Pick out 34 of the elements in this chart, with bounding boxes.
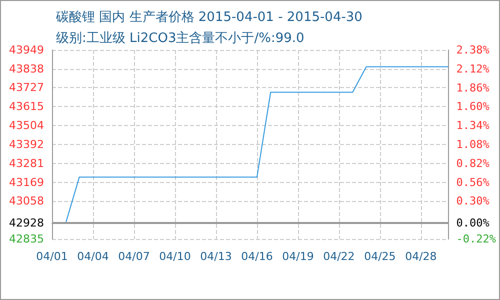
- y-tick-label: 43169: [9, 176, 44, 189]
- y2-tick-label: 1.34%: [456, 119, 490, 132]
- x-tick-label: 04/07: [118, 250, 150, 263]
- y-tick-label: 43727: [9, 81, 44, 94]
- x-tick-label: 04/16: [241, 250, 273, 263]
- y2-tick-label: 1.60%: [456, 100, 490, 114]
- y-tick-label: 42835: [9, 232, 44, 246]
- x-tick-label: 04/04: [77, 250, 109, 263]
- y-tick-label: 42928: [9, 216, 44, 230]
- x-tick-label: 04/13: [200, 250, 232, 263]
- x-tick-label: 04/22: [323, 250, 355, 263]
- y2-tick-label: 1.08%: [456, 138, 490, 151]
- y2-tick-label: 2.12%: [456, 62, 490, 76]
- y-tick-label: 43949: [9, 44, 44, 56]
- x-tick-label: 04/19: [282, 250, 314, 263]
- x-tick-label: 04/28: [405, 250, 437, 263]
- x-tick-label: 04/01: [36, 250, 68, 263]
- y-tick-label: 43838: [9, 62, 44, 76]
- y2-tick-label: 0.82%: [456, 156, 490, 170]
- y2-tick-label: 1.86%: [456, 81, 490, 94]
- y2-tick-label: -0.22%: [456, 232, 496, 246]
- y2-tick-label: 0.00%: [456, 216, 490, 230]
- chart-subtitle: 级别:工业级 Li2CO3主含量不小于/%:99.0: [56, 30, 304, 46]
- x-tick-label: 04/10: [159, 250, 191, 263]
- y-tick-label: 43281: [9, 156, 44, 170]
- chart-title: 碳酸锂 国内 生产者价格 2015-04-01 - 2015-04-30: [55, 10, 362, 25]
- y-tick-label: 43615: [9, 100, 44, 114]
- x-tick-label: 04/25: [364, 250, 396, 263]
- y-tick-label: 43504: [9, 119, 44, 132]
- y-tick-label: 43392: [9, 138, 44, 151]
- y2-tick-label: 0.56%: [456, 176, 490, 189]
- y2-tick-label: 2.38%: [456, 44, 490, 56]
- y2-tick-label: 0.30%: [456, 194, 490, 208]
- y-tick-label: 43058: [9, 194, 44, 208]
